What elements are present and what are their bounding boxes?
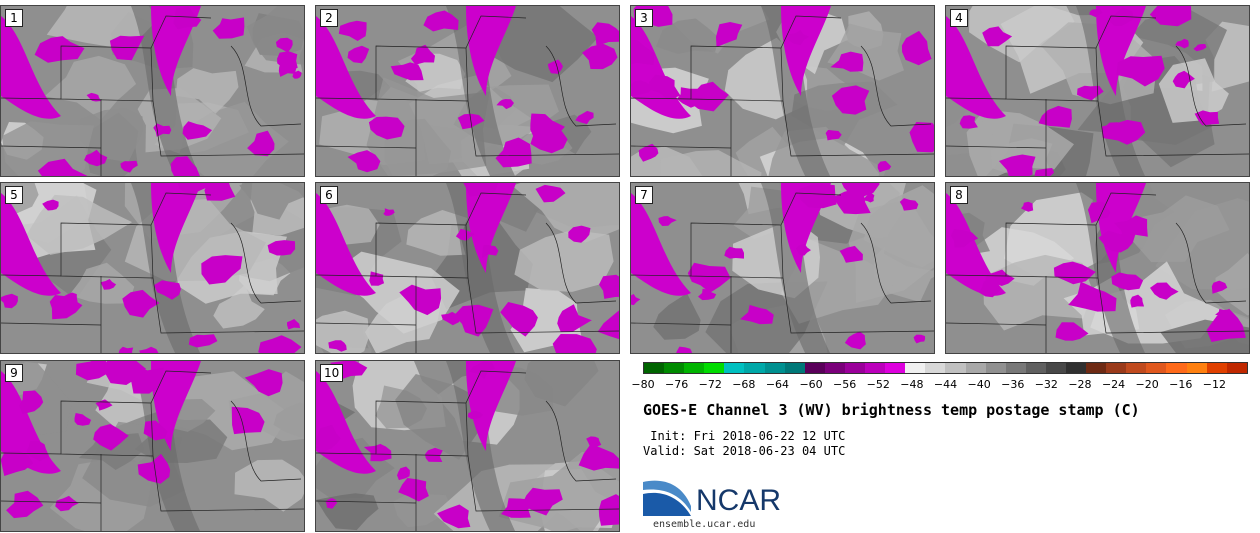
colorbar-segment	[905, 363, 926, 373]
colorbar-tick-label: −72	[698, 378, 722, 391]
colorbar-tick-label: −24	[1101, 378, 1126, 391]
colorbar-segment	[1086, 363, 1107, 373]
colorbar-tick-label: −48	[900, 378, 924, 391]
panel-number-label: 10	[320, 364, 344, 382]
colorbar-segment	[885, 363, 906, 373]
colorbar	[643, 362, 1248, 374]
colorbar-segment	[664, 363, 685, 373]
panel-number-label: 6	[320, 186, 338, 204]
map-panel-4: 4	[945, 5, 1250, 177]
colorbar-segment	[865, 363, 886, 373]
colorbar-segment	[684, 363, 705, 373]
map-panel-5: 5	[0, 182, 305, 354]
time-info: Init: Fri 2018-06-22 12 UTC Valid: Sat 2…	[643, 429, 845, 459]
colorbar-tick-label: −32	[1034, 378, 1058, 391]
colorbar-segment	[1025, 363, 1046, 373]
map-panel-8: 8	[945, 182, 1250, 354]
colorbar-segment	[945, 363, 966, 373]
map-panel-6: 6	[315, 182, 620, 354]
valid-time: Valid: Sat 2018-06-23 04 UTC	[643, 444, 846, 458]
panel-number-label: 2	[320, 9, 338, 27]
colorbar-segment	[1126, 363, 1147, 373]
map-panel-9: 9	[0, 360, 305, 532]
colorbar-tick-label: −64	[765, 378, 790, 391]
ncar-logo-icon	[643, 480, 691, 516]
panel-number-label: 1	[5, 9, 23, 27]
colorbar-tick-label: −52	[866, 378, 890, 391]
colorbar-segment	[1005, 363, 1026, 373]
colorbar-tick-label: −36	[1001, 378, 1025, 391]
colorbar-tick-label: −40	[967, 378, 991, 391]
map-panel-10: 10	[315, 360, 620, 532]
colorbar-segment	[824, 363, 845, 373]
colorbar-segment	[1186, 363, 1207, 373]
colorbar-segment	[644, 363, 665, 373]
colorbar-segment	[925, 363, 946, 373]
colorbar-tick-label: −56	[833, 378, 857, 391]
init-time: Init: Fri 2018-06-22 12 UTC	[643, 429, 846, 443]
colorbar-segment	[764, 363, 785, 373]
colorbar-segment	[704, 363, 725, 373]
panel-number-label: 8	[950, 186, 968, 204]
colorbar-segment	[985, 363, 1006, 373]
figure-title: GOES-E Channel 3 (WV) brightness temp po…	[643, 401, 1140, 419]
colorbar-segment	[724, 363, 745, 373]
map-panel-7: 7	[630, 182, 935, 354]
colorbar-segment	[1045, 363, 1066, 373]
colorbar-tick-label: −76	[665, 378, 689, 391]
panel-number-label: 9	[5, 364, 23, 382]
colorbar-tick-label: −68	[732, 378, 756, 391]
colorbar-segment	[1206, 363, 1227, 373]
colorbar-segment	[965, 363, 986, 373]
logo-name: NCAR	[696, 484, 782, 517]
colorbar-tick-label: −80	[631, 378, 655, 391]
colorbar-tick-label: −16	[1169, 378, 1193, 391]
logo-url: ensemble.ucar.edu	[653, 519, 756, 530]
colorbar-segment	[804, 363, 825, 373]
panel-number-label: 5	[5, 186, 23, 204]
colorbar-tick-label: −20	[1135, 378, 1159, 391]
colorbar-segment	[844, 363, 866, 373]
panel-number-label: 7	[635, 186, 653, 204]
panel-number-label: 4	[950, 9, 968, 27]
map-panel-2: 2	[315, 5, 620, 177]
colorbar-segment	[1106, 363, 1127, 373]
colorbar-tick-label: −44	[933, 378, 958, 391]
colorbar-segment	[1166, 363, 1187, 373]
colorbar-segment	[1146, 363, 1167, 373]
panel-number-label: 3	[635, 9, 653, 27]
colorbar-segment	[784, 363, 805, 373]
map-panel-3: 3	[630, 5, 935, 177]
map-panel-1: 1	[0, 5, 305, 177]
colorbar-tick-label: −28	[1068, 378, 1092, 391]
colorbar-tick-label: −60	[799, 378, 823, 391]
colorbar-segment	[1065, 363, 1087, 373]
colorbar-segment	[744, 363, 765, 373]
colorbar-tick-label: −12	[1202, 378, 1226, 391]
colorbar-tick-labels: −80 −76 −72 −68 −64 −60 −56 −52 −48 −44 −40 −36 −32−…	[631, 378, 1248, 394]
colorbar-segment	[1226, 363, 1247, 373]
